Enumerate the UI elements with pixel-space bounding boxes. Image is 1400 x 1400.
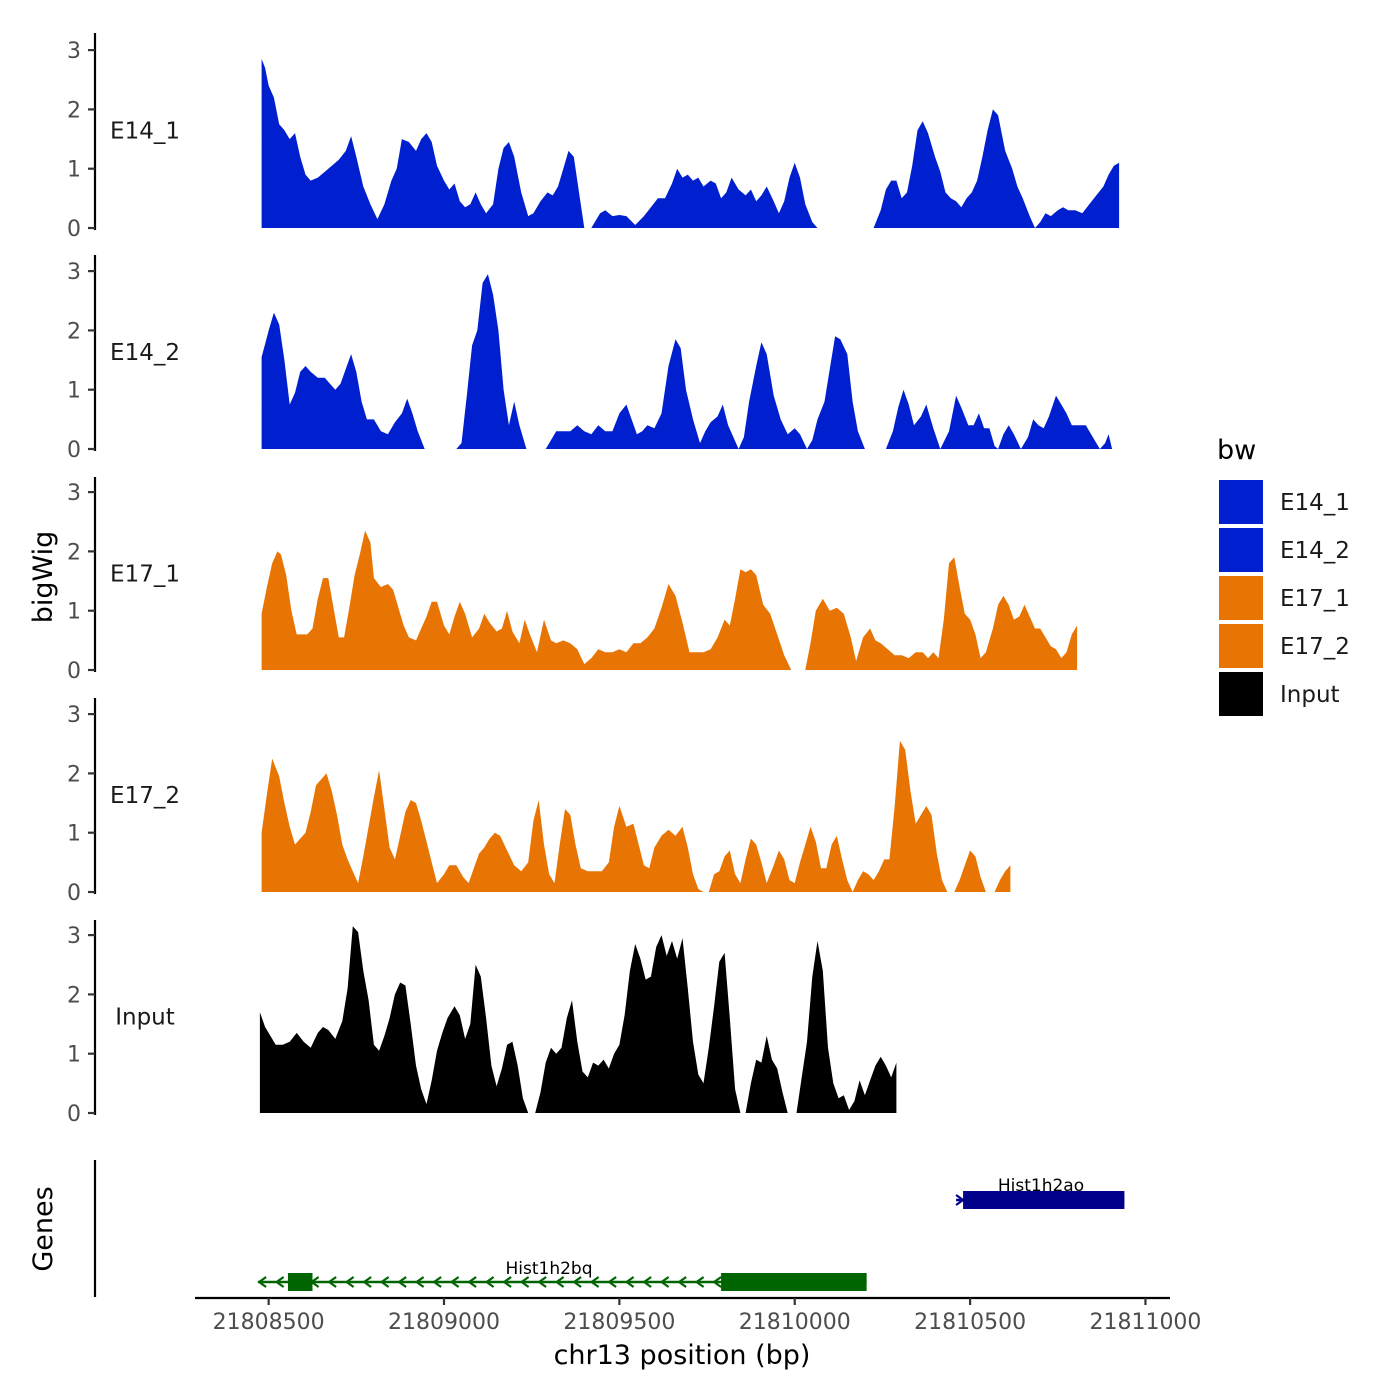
track-label: E14_1: [110, 119, 180, 145]
area-series-e14-2: [261, 274, 1113, 449]
legend-label: E14_1: [1280, 490, 1350, 516]
x-tick-label: 21809500: [563, 1310, 675, 1335]
strand-arrow-icon: [449, 1276, 460, 1288]
y-tick-label: 0: [67, 217, 81, 242]
legend-swatch: [1219, 528, 1263, 572]
y-tick-label: 2: [67, 319, 81, 344]
y-tick-label: 1: [67, 379, 81, 404]
strand-arrow-icon: [414, 1276, 425, 1288]
legend-swatch: [1219, 480, 1263, 524]
strand-arrow-icon: [955, 1194, 965, 1206]
y-tick-label: 0: [67, 659, 81, 684]
y-tick-label: 2: [67, 540, 81, 565]
track-label: Input: [115, 1005, 175, 1031]
track-e17-1: 0 1 2 3 E17_1: [67, 477, 1078, 684]
y-tick-label: 3: [67, 260, 81, 285]
x-tick-label: 21811000: [1089, 1310, 1201, 1335]
area-series-e14-1: [261, 59, 1120, 228]
y-tick-label: 1: [67, 1043, 81, 1068]
strand-arrow-icon: [397, 1276, 407, 1288]
strand-arrow-icon: [712, 1276, 722, 1288]
y-tick-label: 0: [67, 881, 81, 906]
x-tick-label: 21810500: [914, 1310, 1026, 1335]
strand-arrow-icon: [519, 1276, 530, 1288]
strand-arrow-icon: [484, 1276, 495, 1288]
track-label: E14_2: [110, 340, 180, 366]
strand-arrow-icon: [327, 1276, 337, 1288]
gene-hist1h2bq: Hist1h2bq: [257, 1259, 867, 1291]
y-tick-label: 3: [67, 703, 81, 728]
y-tick-label: 1: [67, 822, 81, 847]
track-e14-2: 0 1 2 3 E14_2: [67, 255, 1113, 463]
y-tick-label: 3: [67, 924, 81, 949]
x-tick-label: 21809000: [388, 1310, 500, 1335]
gene-exon: [287, 1273, 313, 1291]
genes-panel-title: Genes: [28, 1186, 59, 1271]
x-tick-label: 21810000: [739, 1310, 851, 1335]
legend-swatch: [1219, 624, 1263, 668]
strand-arrow-icon: [362, 1276, 372, 1288]
y-tick-label: 1: [67, 600, 81, 625]
x-axis: 21808500 21809000 21809500 21810000 21810500…: [195, 1296, 1201, 1335]
legend: bw E14_1 E14_2 E17_1 E17_2 Input: [1217, 435, 1350, 716]
strand-arrow-icon: [694, 1276, 705, 1288]
strand-arrow-icon: [502, 1276, 512, 1288]
area-series-e17-1: [261, 530, 1078, 670]
x-tick-label: 21808500: [213, 1310, 325, 1335]
strand-arrow-icon: [379, 1276, 390, 1288]
track-e14-1: 0 1 2 3 E14_1: [67, 33, 1120, 242]
y-tick-label: 3: [67, 481, 81, 506]
strand-arrow-icon: [257, 1276, 267, 1288]
gene-panel: Hist1h2bq Hist1h2ao: [93, 1160, 1125, 1297]
track-e17-2: 0 1 2 3 E17_2: [67, 698, 1011, 906]
strand-arrow-icon: [677, 1276, 687, 1288]
y-tick-label: 0: [67, 438, 81, 463]
legend-label: E17_1: [1280, 586, 1350, 612]
strand-arrow-icon: [274, 1276, 285, 1288]
gene-label: Hist1h2bq: [505, 1259, 592, 1279]
area-series-input: [259, 926, 897, 1113]
legend-title: bw: [1217, 435, 1256, 466]
gene-exon: [963, 1191, 1125, 1209]
track-label: E17_2: [110, 783, 180, 809]
legend-label: Input: [1280, 682, 1340, 708]
gene-hist1h2ao: Hist1h2ao: [955, 1176, 1125, 1209]
track-panels: 0 1 2 3 E14_1 0 1 2 3 E14_2 0 1 2 3 E17_1 0 1 2 3 E17_2 0 1 2 3…: [67, 33, 1120, 1127]
strand-arrow-icon: [642, 1276, 652, 1288]
strand-arrow-icon: [572, 1276, 582, 1288]
x-axis-title: chr13 position (bp): [554, 1340, 811, 1371]
strand-arrow-icon: [467, 1276, 477, 1288]
y-tick-label: 2: [67, 98, 81, 123]
strand-arrow-icon: [537, 1276, 547, 1288]
strand-arrow-icon: [659, 1276, 670, 1288]
strand-arrow-icon: [589, 1276, 600, 1288]
strand-arrow-icon: [432, 1276, 442, 1288]
legend-swatch: [1219, 672, 1263, 716]
area-series-e17-2: [261, 740, 1011, 892]
y-axis-title: bigWig: [28, 531, 59, 624]
y-tick-label: 0: [67, 1102, 81, 1127]
gene-exon: [721, 1273, 867, 1291]
strand-arrow-icon: [554, 1276, 565, 1288]
strand-arrow-icon: [624, 1276, 635, 1288]
y-tick-label: 2: [67, 762, 81, 787]
y-tick-label: 1: [67, 158, 81, 183]
y-tick-label: 2: [67, 983, 81, 1008]
track-input: 0 1 2 3 Input: [67, 920, 897, 1127]
legend-label: E14_2: [1280, 538, 1350, 564]
legend-swatch: [1219, 576, 1263, 620]
legend-label: E17_2: [1280, 634, 1350, 660]
strand-arrow-icon: [344, 1276, 355, 1288]
gene-label: Hist1h2ao: [998, 1176, 1084, 1196]
strand-arrow-icon: [607, 1276, 617, 1288]
y-tick-label: 3: [67, 39, 81, 64]
track-label: E17_1: [110, 562, 180, 588]
